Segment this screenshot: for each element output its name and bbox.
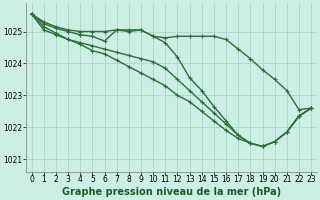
X-axis label: Graphe pression niveau de la mer (hPa): Graphe pression niveau de la mer (hPa) — [62, 187, 281, 197]
